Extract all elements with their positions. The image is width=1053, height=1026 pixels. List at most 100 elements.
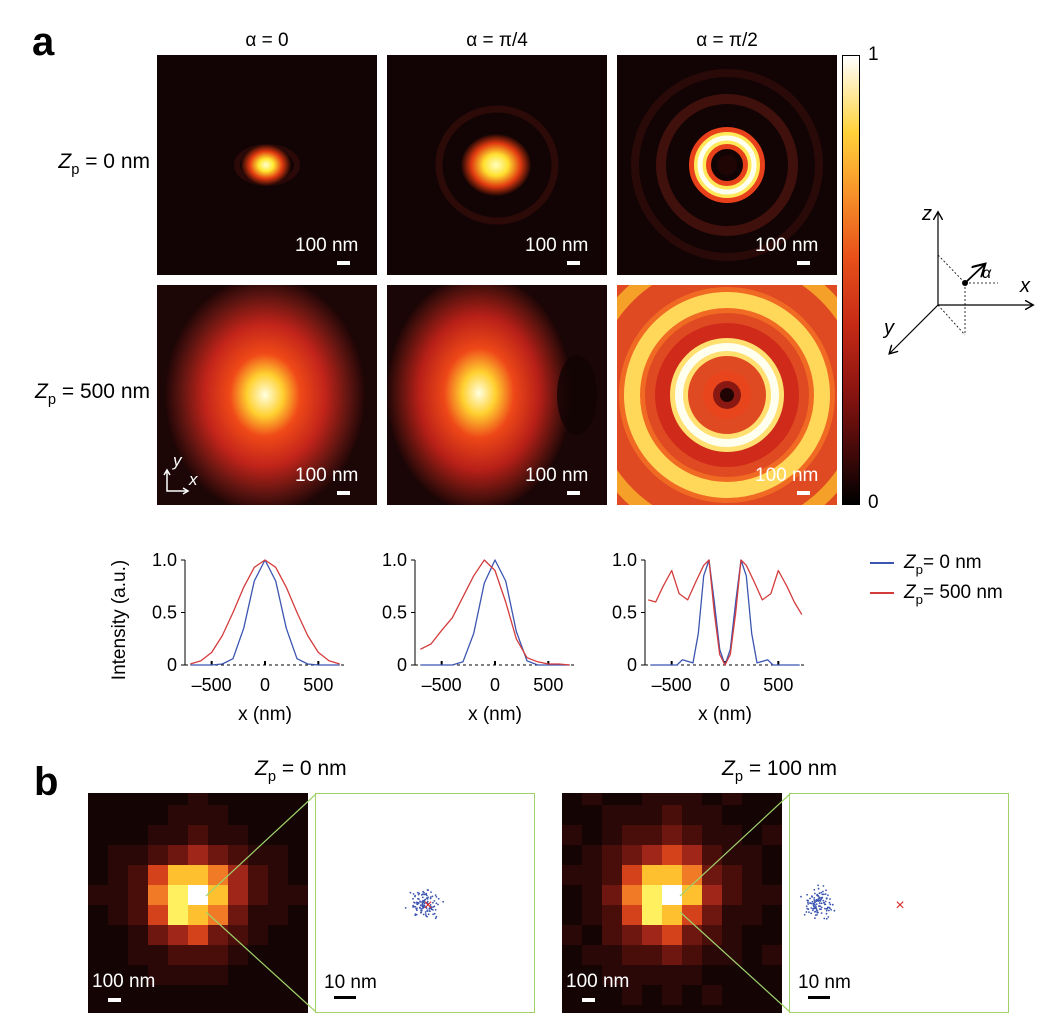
pixel: [228, 925, 248, 945]
pixel: [228, 985, 248, 1005]
true-position-marker: ×: [423, 897, 432, 914]
pixel-image-zp0: 100 nm: [88, 793, 308, 1013]
scale-label: 100 nm: [525, 235, 589, 256]
pixel: [228, 805, 248, 825]
pixel: [722, 885, 742, 905]
pixel: [128, 905, 148, 925]
pixel: [742, 825, 762, 845]
localization-dot: [830, 908, 832, 911]
pixel: [268, 965, 288, 985]
pixel: [108, 925, 128, 945]
localization-dot: [818, 896, 821, 898]
localization-dot: [417, 897, 419, 900]
localization-dot: [430, 908, 433, 911]
pixel: [562, 925, 582, 945]
localization-dot: [412, 904, 414, 907]
localization-dot: [432, 901, 434, 904]
localization-dot: [416, 891, 419, 894]
localization-dot: [808, 911, 810, 913]
x-tick-label: 500: [533, 675, 563, 695]
localization-dot: [807, 901, 809, 904]
localization-dot: [800, 895, 802, 898]
pixel: [128, 925, 148, 945]
pixel: [602, 825, 622, 845]
pixel: [288, 945, 308, 965]
pixel: [582, 965, 602, 985]
localization-dot: [422, 913, 425, 916]
pixel: [602, 845, 622, 865]
pixel: [642, 945, 662, 965]
pixel: [248, 805, 268, 825]
pixel: [702, 793, 722, 805]
pixel: [188, 965, 208, 985]
localization-dot: [805, 911, 808, 913]
pixel: [228, 945, 248, 965]
series-line-zp500: [648, 559, 803, 666]
colorbar-max-label: 1: [868, 44, 879, 65]
localization-dot: [818, 902, 821, 904]
psf-image-alpha-pi2-z500: 100 nm: [617, 285, 837, 505]
x-tick-label: 0: [490, 675, 500, 695]
localization-dot: [828, 909, 830, 912]
series-line-zp0: [190, 559, 340, 666]
localization-dot: [412, 906, 414, 908]
pixel: [602, 885, 622, 905]
pixel: [702, 925, 722, 945]
y-tick-label: 1.0: [612, 550, 637, 570]
pixel: [208, 905, 228, 925]
pixel: [88, 985, 108, 1005]
pixel: [622, 845, 642, 865]
pixel: [622, 985, 642, 1005]
pixel: [208, 793, 228, 805]
localization-dot: [821, 893, 824, 896]
pixel: [662, 925, 682, 945]
pixel: [742, 865, 762, 885]
scale-bar: [567, 491, 580, 495]
pixel: [582, 945, 602, 965]
pixel: [562, 865, 582, 885]
localization-dot: [807, 903, 810, 905]
localization-dot: [420, 911, 422, 914]
localization-dot: [437, 903, 439, 906]
localization-dot: [814, 905, 817, 908]
pixel: [562, 845, 582, 865]
localization-dot: [413, 901, 415, 904]
pixel: [228, 825, 248, 845]
pixel: [582, 793, 602, 805]
pixel: [622, 945, 642, 965]
pixel: [762, 945, 782, 965]
pixel: [682, 905, 702, 925]
pixel: [148, 945, 168, 965]
pixel: [108, 805, 128, 825]
pixel: [168, 885, 188, 905]
pixel: [602, 805, 622, 825]
localization-dot: [803, 913, 806, 916]
localization-dot: [817, 884, 819, 887]
axis-z-label: z: [922, 203, 932, 225]
pixel: [188, 925, 208, 945]
y-tick-label: 1.0: [382, 550, 407, 570]
pixel: [662, 965, 682, 985]
colorbar-min-label: 0: [868, 492, 879, 513]
pixel: [208, 925, 228, 945]
localization-dot: [429, 896, 432, 898]
x-axis-label: x (nm): [238, 704, 292, 725]
localization-dot: [433, 905, 436, 908]
localization-dot: [806, 893, 808, 896]
scale-bar: [337, 491, 350, 495]
pixel: [622, 825, 642, 845]
localization-dot: [822, 890, 824, 893]
pixel: [622, 965, 642, 985]
pixel: [662, 885, 682, 905]
pixel: [602, 945, 622, 965]
localization-dot: [816, 899, 819, 902]
pixel: [248, 825, 268, 845]
pixel: [288, 845, 308, 865]
scale-bar: [337, 261, 350, 265]
series-line-zp500: [420, 559, 570, 666]
pixel: [562, 793, 582, 805]
pixel: [742, 793, 762, 805]
x-axis-label: x (nm): [698, 704, 752, 725]
pixel: [742, 985, 762, 1005]
pixel: [682, 805, 702, 825]
